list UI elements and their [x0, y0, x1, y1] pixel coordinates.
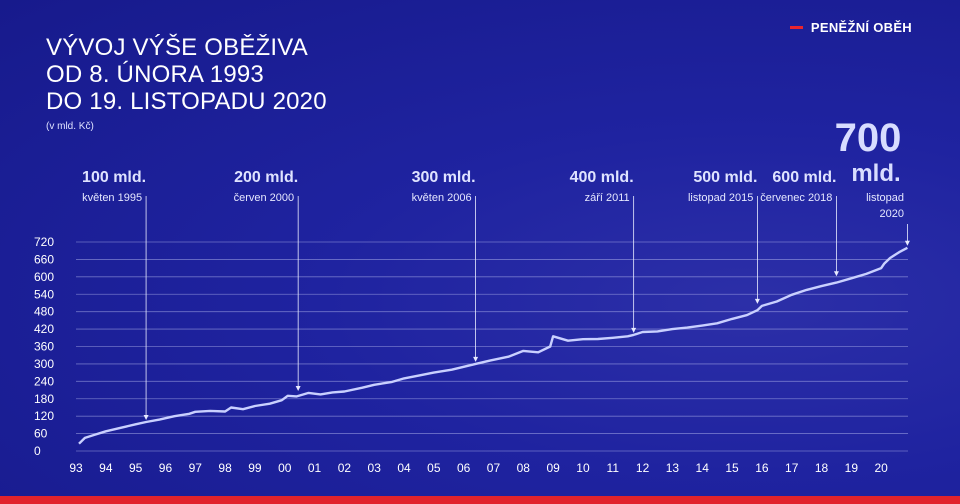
x-tick-label: 04 — [397, 461, 411, 475]
x-tick-label: 09 — [546, 461, 560, 475]
annotation-arrow — [754, 298, 760, 304]
x-tick-label: 94 — [99, 461, 113, 475]
annotation-arrow — [295, 385, 301, 391]
y-tick-label: 420 — [34, 322, 54, 336]
annotation-date: květen 2006 — [412, 192, 472, 204]
x-tick-label: 05 — [427, 461, 441, 475]
x-tick-label: 18 — [815, 461, 829, 475]
y-tick-label: 660 — [34, 252, 54, 266]
final-annotation-value: 700 — [835, 116, 902, 160]
x-tick-label: 08 — [517, 461, 531, 475]
annotation-value: 500 mld. — [693, 169, 757, 186]
y-tick-label: 60 — [34, 427, 48, 441]
x-tick-label: 07 — [487, 461, 501, 475]
x-tick-label: 97 — [189, 461, 203, 475]
unit-subtitle: (v mld. Kč) — [46, 121, 94, 132]
x-tick-label: 99 — [248, 461, 262, 475]
x-tick-label: 20 — [874, 461, 888, 475]
annotation-date: květen 1995 — [82, 192, 142, 204]
x-tick-label: 93 — [69, 461, 83, 475]
x-tick-label: 02 — [338, 461, 352, 475]
x-tick-label: 10 — [576, 461, 590, 475]
annotation-value: 100 mld. — [82, 169, 146, 186]
legend-label: PENĚŽNÍ OBĚH — [810, 20, 912, 35]
annotation-arrow — [473, 356, 479, 362]
y-tick-label: 120 — [34, 409, 54, 423]
annotation-value: 200 mld. — [234, 169, 298, 186]
x-tick-label: 16 — [755, 461, 769, 475]
x-tick-label: 98 — [218, 461, 232, 475]
annotation-date: září 2011 — [585, 192, 630, 204]
y-tick-label: 720 — [34, 235, 54, 249]
x-tick-label: 06 — [457, 461, 471, 475]
annotation-arrow — [833, 271, 839, 277]
x-tick-label: 95 — [129, 461, 143, 475]
x-tick-label: 14 — [696, 461, 710, 475]
y-tick-label: 240 — [34, 374, 54, 388]
x-tick-label: 00 — [278, 461, 292, 475]
series-line — [78, 246, 908, 445]
y-tick-label: 600 — [34, 270, 54, 284]
x-tick-label: 01 — [308, 461, 322, 475]
x-tick-label: 11 — [607, 461, 620, 475]
title-line-2: OD 8. ÚNORA 1993 — [46, 61, 264, 88]
annotation-value: 400 mld. — [570, 169, 634, 186]
annotation-date: červenec 2018 — [760, 192, 832, 204]
y-tick-label: 0 — [34, 444, 41, 458]
annotation-date: červen 2000 — [234, 192, 295, 204]
x-tick-label: 13 — [666, 461, 680, 475]
annotation-arrow — [143, 414, 149, 420]
final-annotation-date-line1: listopad — [866, 192, 904, 204]
y-tick-label: 480 — [34, 305, 54, 319]
annotation-date: listopad 2015 — [688, 192, 753, 204]
title-block: VÝVOJ VÝŠE OBĚŽIVA OD 8. ÚNORA 1993 DO 1… — [46, 34, 327, 132]
legend: PENĚŽNÍ OBĚH — [789, 20, 912, 35]
y-tick-label: 360 — [34, 340, 54, 354]
x-tick-label: 12 — [636, 461, 650, 475]
x-tick-label: 15 — [725, 461, 739, 475]
annotation-arrow — [631, 327, 637, 333]
title-line-1: VÝVOJ VÝŠE OBĚŽIVA — [46, 34, 308, 61]
annotation-value: 600 mld. — [772, 169, 836, 186]
annotation-arrow — [904, 240, 910, 246]
x-tick-label: 96 — [159, 461, 173, 475]
y-tick-label: 300 — [34, 357, 54, 371]
annotation-value: 300 mld. — [412, 169, 476, 186]
final-annotation-date-line2: 2020 — [880, 208, 904, 220]
bottom-accent-bar — [0, 496, 960, 504]
y-tick-label: 540 — [34, 287, 54, 301]
x-tick-label: 03 — [368, 461, 382, 475]
y-tick-label: 180 — [34, 392, 54, 406]
legend-swatch — [789, 26, 803, 29]
x-tick-label: 19 — [845, 461, 859, 475]
x-tick-label: 17 — [785, 461, 799, 475]
title-line-3: DO 19. LISTOPADU 2020 — [46, 88, 327, 115]
final-annotation-unit: mld. — [851, 160, 900, 187]
